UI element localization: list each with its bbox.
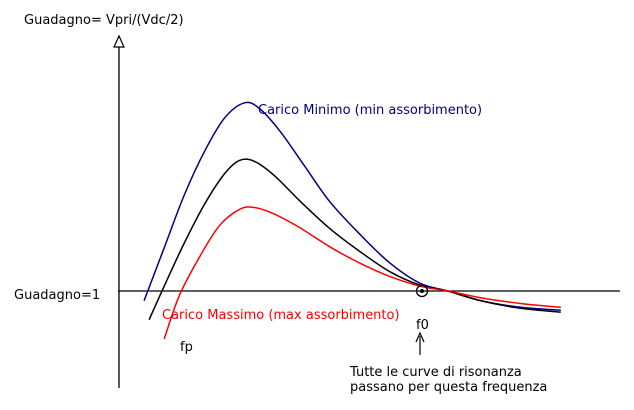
curves — [143, 101, 561, 340]
fp-label: fp — [180, 340, 193, 355]
note-arrow-icon — [415, 331, 425, 343]
series-label-max: Carico Massimo (max assorbimento) — [162, 308, 400, 323]
y-axis-label: Guadagno= Vpri/(Vdc/2) — [24, 13, 184, 28]
f0-marker-dot — [420, 289, 424, 293]
curve-min-load — [143, 101, 561, 311]
curve-max-load — [163, 206, 561, 340]
f0-label: f0 — [416, 318, 429, 333]
f0-marker — [415, 284, 429, 298]
y-axis-arrow-icon — [113, 34, 125, 48]
reference-line-label: Guadagno=1 — [14, 288, 100, 303]
series-label-min: Carico Minimo (min assorbimento) — [258, 103, 482, 118]
curve-mid-load — [148, 158, 561, 321]
note-line-1: Tutte le curve di risonanza — [349, 365, 522, 380]
note-line-2: passano per questa frequenza — [350, 380, 547, 395]
